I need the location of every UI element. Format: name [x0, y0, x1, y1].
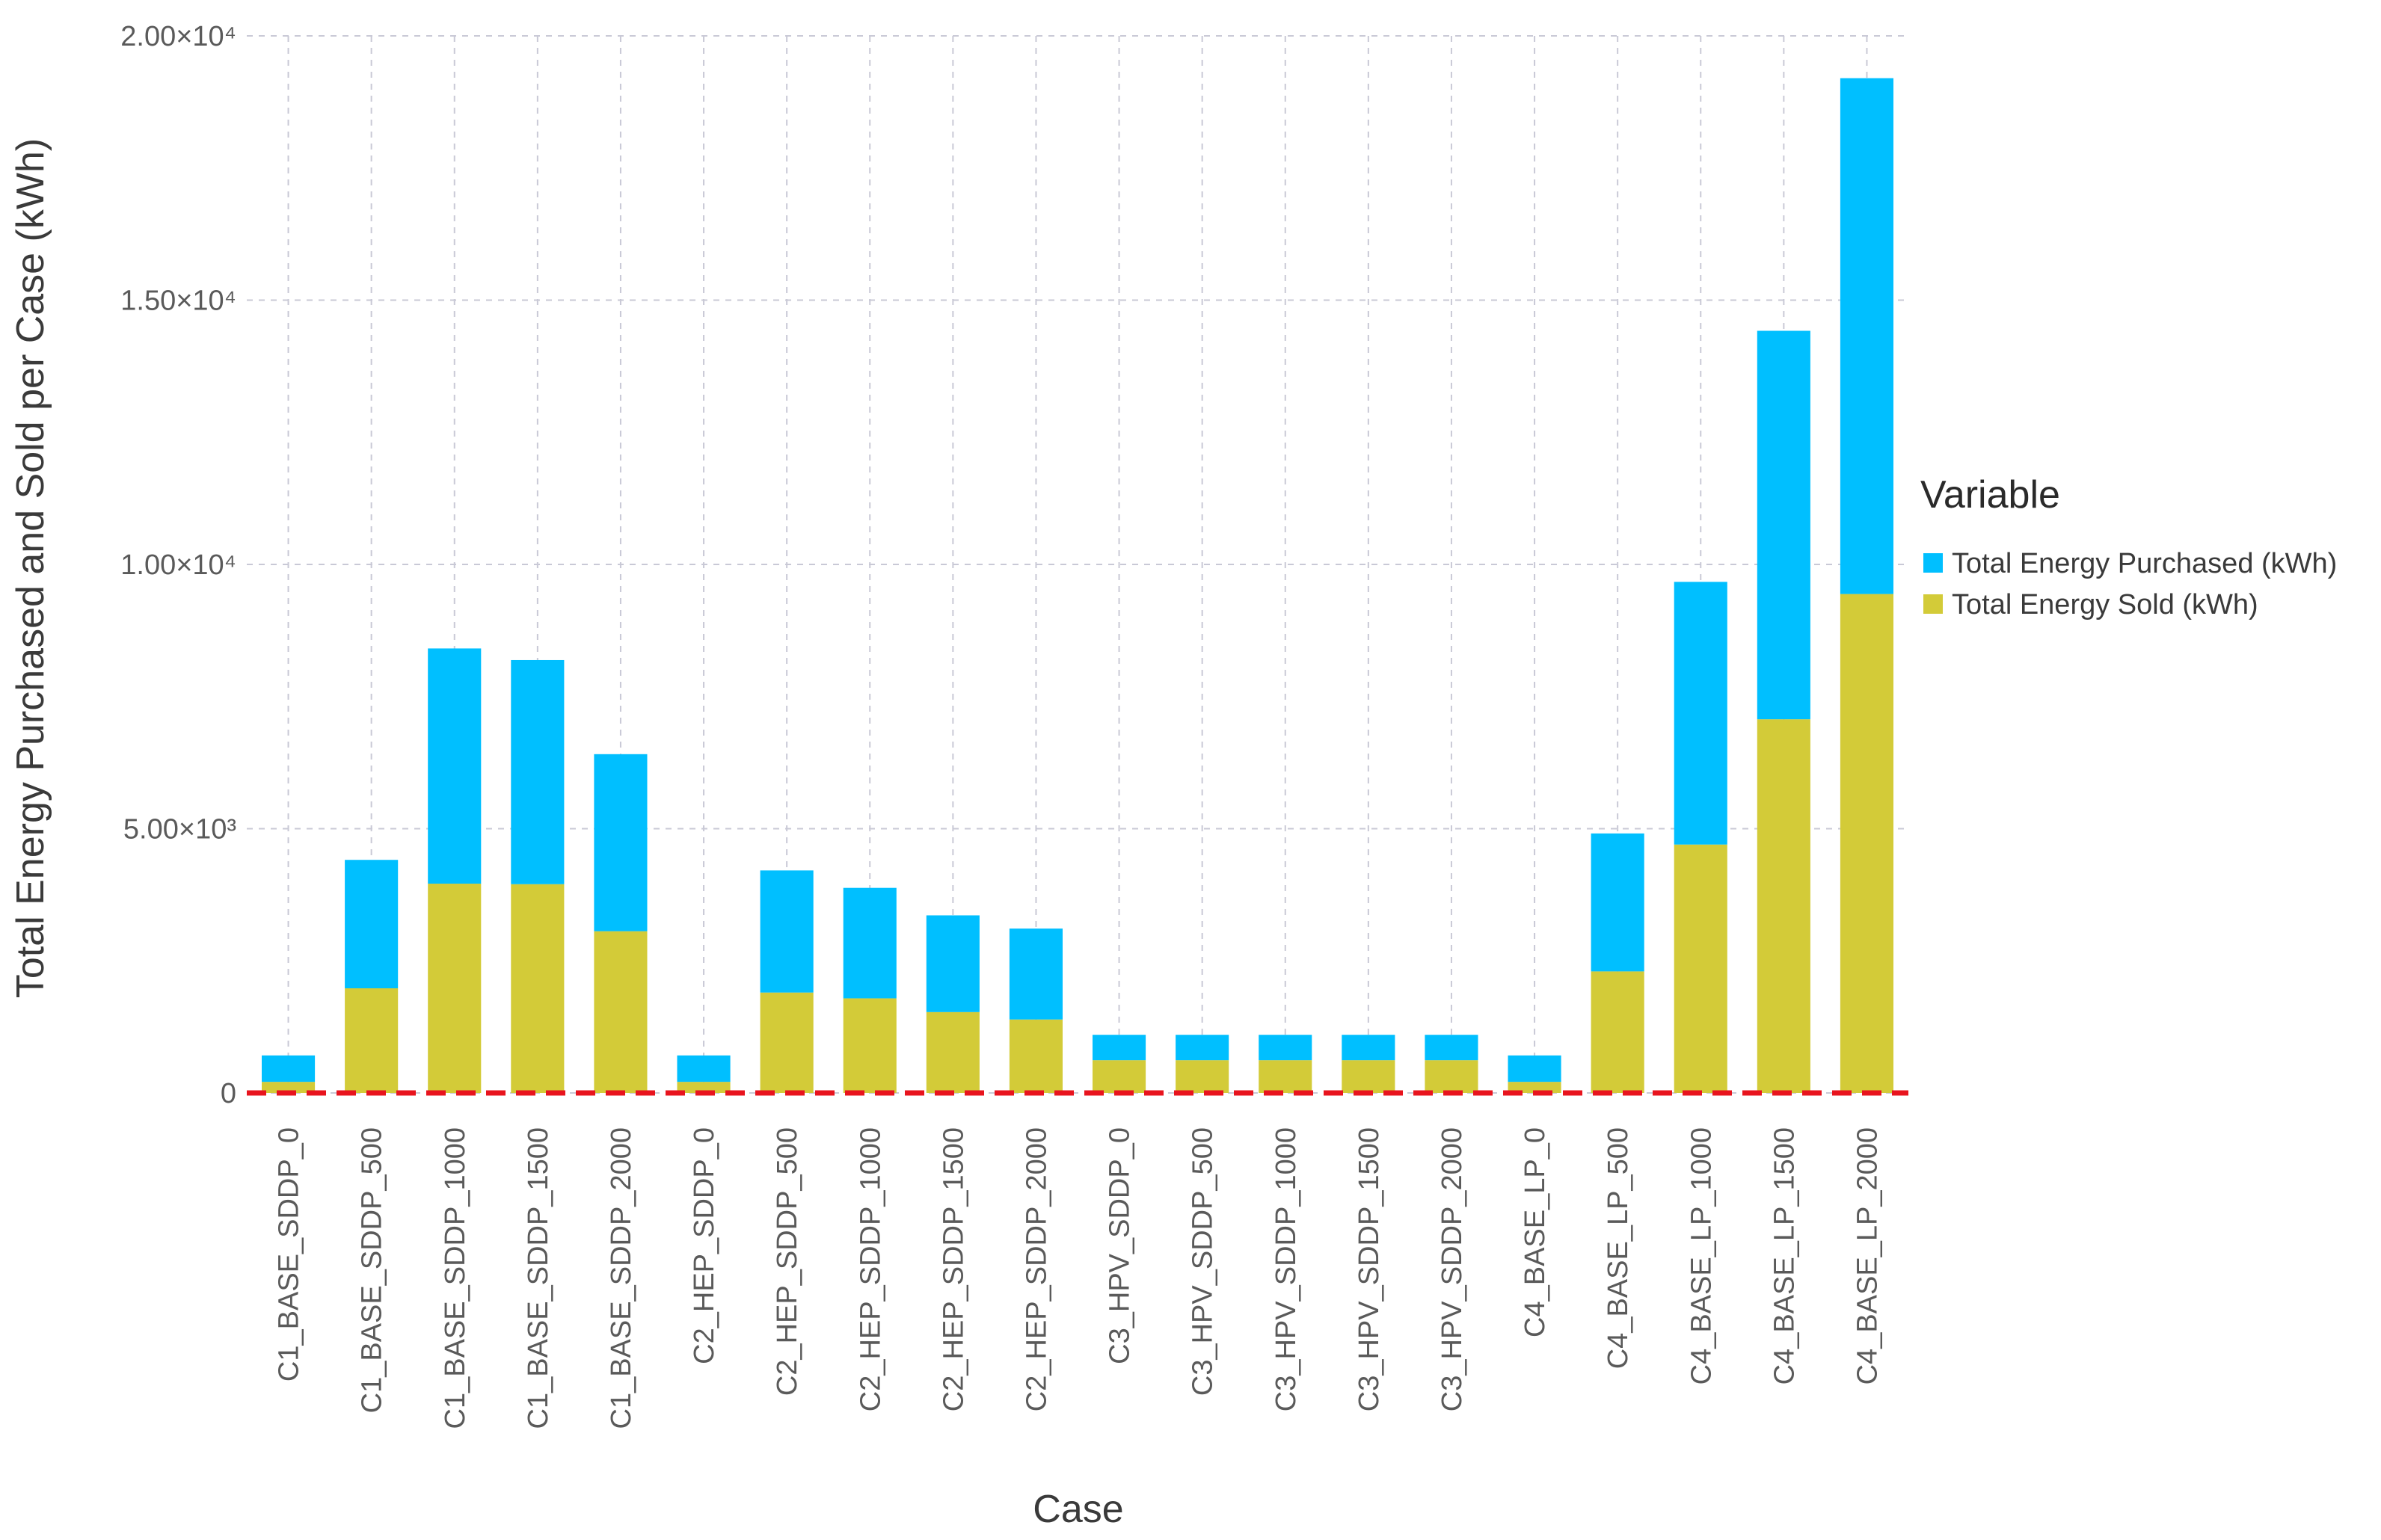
bar-purchased-C1_BASE_SDDP_0 — [261, 1055, 316, 1082]
bar-sold-C1_BASE_SDDP_2000 — [594, 931, 648, 1093]
y-gridlines — [247, 35, 1908, 1094]
bar-sold-C1_BASE_SDDP_500 — [345, 988, 399, 1093]
bar-purchased-C4_BASE_LP_500 — [1591, 833, 1644, 972]
y-tick-label: 0 — [221, 1078, 236, 1109]
bar-sold-C2_HEP_SDDP_2000 — [1009, 1019, 1063, 1093]
bar-sold-C1_BASE_SDDP_1500 — [511, 884, 565, 1093]
bar-sold-C2_HEP_SDDP_1500 — [926, 1011, 980, 1093]
bar-sold-C4_BASE_LP_1500 — [1757, 719, 1810, 1093]
bar-sold-C2_HEP_SDDP_0 — [677, 1082, 731, 1093]
y-axis-tick-labels: 0 5.00×10³ 1.00×10⁴ 1.50×10⁴ 2.00×10⁴ — [120, 21, 236, 1109]
x-tick-label: C2_HEP_SDDP_500 — [772, 1127, 803, 1396]
legend-swatch-purchased — [1923, 553, 1943, 573]
x-tick-label: C1_BASE_SDDP_500 — [357, 1127, 388, 1413]
bar-purchased-C1_BASE_SDDP_1000 — [428, 648, 482, 884]
bar-purchased-C1_BASE_SDDP_500 — [345, 860, 399, 989]
y-tick-label: 2.00×10⁴ — [120, 21, 236, 52]
bar-purchased-C1_BASE_SDDP_1500 — [511, 659, 565, 884]
bar-sold-C4_BASE_LP_0 — [1508, 1082, 1561, 1093]
x-tick-label: C1_BASE_SDDP_2000 — [606, 1127, 637, 1429]
bars — [261, 78, 1894, 1093]
bar-sold-C3_HPV_SDDP_0 — [1092, 1060, 1146, 1093]
bar-purchased-C2_HEP_SDDP_1500 — [926, 915, 980, 1012]
bar-sold-C3_HPV_SDDP_1500 — [1342, 1060, 1395, 1093]
y-tick-label: 5.00×10³ — [123, 814, 236, 846]
x-axis-title: Case — [1033, 1488, 1123, 1531]
bar-purchased-C4_BASE_LP_2000 — [1840, 78, 1894, 594]
bar-purchased-C2_HEP_SDDP_0 — [677, 1055, 731, 1082]
legend-label-purchased: Total Energy Purchased (kWh) — [1952, 548, 2337, 579]
y-axis-title: Total Energy Purchased and Sold per Case… — [9, 138, 52, 998]
bar-purchased-C3_HPV_SDDP_500 — [1176, 1035, 1229, 1061]
x-tick-label: C2_HEP_SDDP_1000 — [855, 1127, 886, 1411]
bar-purchased-C4_BASE_LP_1000 — [1674, 582, 1727, 845]
x-axis-tick-labels: C1_BASE_SDDP_0 C1_BASE_SDDP_500 C1_BASE_SD… — [274, 1127, 1884, 1429]
x-tick-label: C2_HEP_SDDP_0 — [689, 1127, 720, 1364]
legend-label-sold: Total Energy Sold (kWh) — [1952, 589, 2258, 620]
bar-sold-C1_BASE_SDDP_0 — [261, 1082, 316, 1093]
bar-purchased-C1_BASE_SDDP_2000 — [594, 754, 648, 931]
bar-sold-C2_HEP_SDDP_500 — [760, 992, 814, 1093]
x-tick-label: C4_BASE_LP_1500 — [1769, 1127, 1800, 1385]
bar-sold-C3_HPV_SDDP_500 — [1176, 1060, 1229, 1093]
x-tick-label: C2_HEP_SDDP_1500 — [938, 1127, 969, 1411]
x-tick-label: C4_BASE_LP_1000 — [1686, 1127, 1717, 1385]
x-tick-label: C3_HPV_SDDP_1000 — [1271, 1127, 1302, 1411]
x-tick-label: C3_HPV_SDDP_500 — [1188, 1127, 1219, 1396]
y-tick-label: 1.50×10⁴ — [120, 286, 236, 317]
bar-purchased-C2_HEP_SDDP_500 — [760, 870, 814, 993]
bar-purchased-C3_HPV_SDDP_1500 — [1342, 1035, 1395, 1061]
legend: Variable Total Energy Purchased (kWh) To… — [1920, 473, 2337, 620]
bar-sold-C4_BASE_LP_1000 — [1674, 844, 1727, 1093]
bar-sold-C1_BASE_SDDP_1000 — [428, 884, 482, 1093]
bar-sold-C3_HPV_SDDP_2000 — [1425, 1060, 1478, 1093]
bar-purchased-C4_BASE_LP_1500 — [1757, 330, 1810, 720]
bar-sold-C4_BASE_LP_500 — [1591, 971, 1644, 1093]
x-tick-label: C3_HPV_SDDP_1500 — [1354, 1127, 1385, 1411]
bar-purchased-C4_BASE_LP_0 — [1508, 1055, 1561, 1082]
x-tick-label: C1_BASE_SDDP_1500 — [523, 1127, 554, 1429]
x-tick-label: C4_BASE_LP_500 — [1603, 1127, 1634, 1369]
y-tick-label: 1.00×10⁴ — [120, 549, 236, 581]
bar-purchased-C3_HPV_SDDP_0 — [1092, 1035, 1146, 1061]
bar-sold-C3_HPV_SDDP_1000 — [1259, 1060, 1312, 1093]
bar-purchased-C2_HEP_SDDP_2000 — [1009, 928, 1063, 1020]
bar-purchased-C2_HEP_SDDP_1000 — [843, 887, 897, 999]
x-tick-label: C4_BASE_LP_2000 — [1852, 1127, 1883, 1385]
bar-sold-C4_BASE_LP_2000 — [1840, 594, 1894, 1093]
bar-sold-C2_HEP_SDDP_1000 — [843, 998, 897, 1093]
legend-title: Variable — [1920, 473, 2060, 517]
bar-purchased-C3_HPV_SDDP_1000 — [1259, 1035, 1312, 1061]
x-tick-label: C3_HPV_SDDP_0 — [1105, 1127, 1136, 1364]
x-tick-label: C4_BASE_LP_0 — [1520, 1127, 1551, 1337]
x-tick-label: C3_HPV_SDDP_2000 — [1437, 1127, 1468, 1411]
bar-purchased-C3_HPV_SDDP_2000 — [1425, 1035, 1478, 1061]
x-tick-label: C2_HEP_SDDP_2000 — [1021, 1127, 1052, 1411]
x-tick-label: C1_BASE_SDDP_0 — [274, 1127, 305, 1382]
x-tick-label: C1_BASE_SDDP_1000 — [440, 1127, 471, 1429]
legend-swatch-sold — [1923, 594, 1943, 614]
